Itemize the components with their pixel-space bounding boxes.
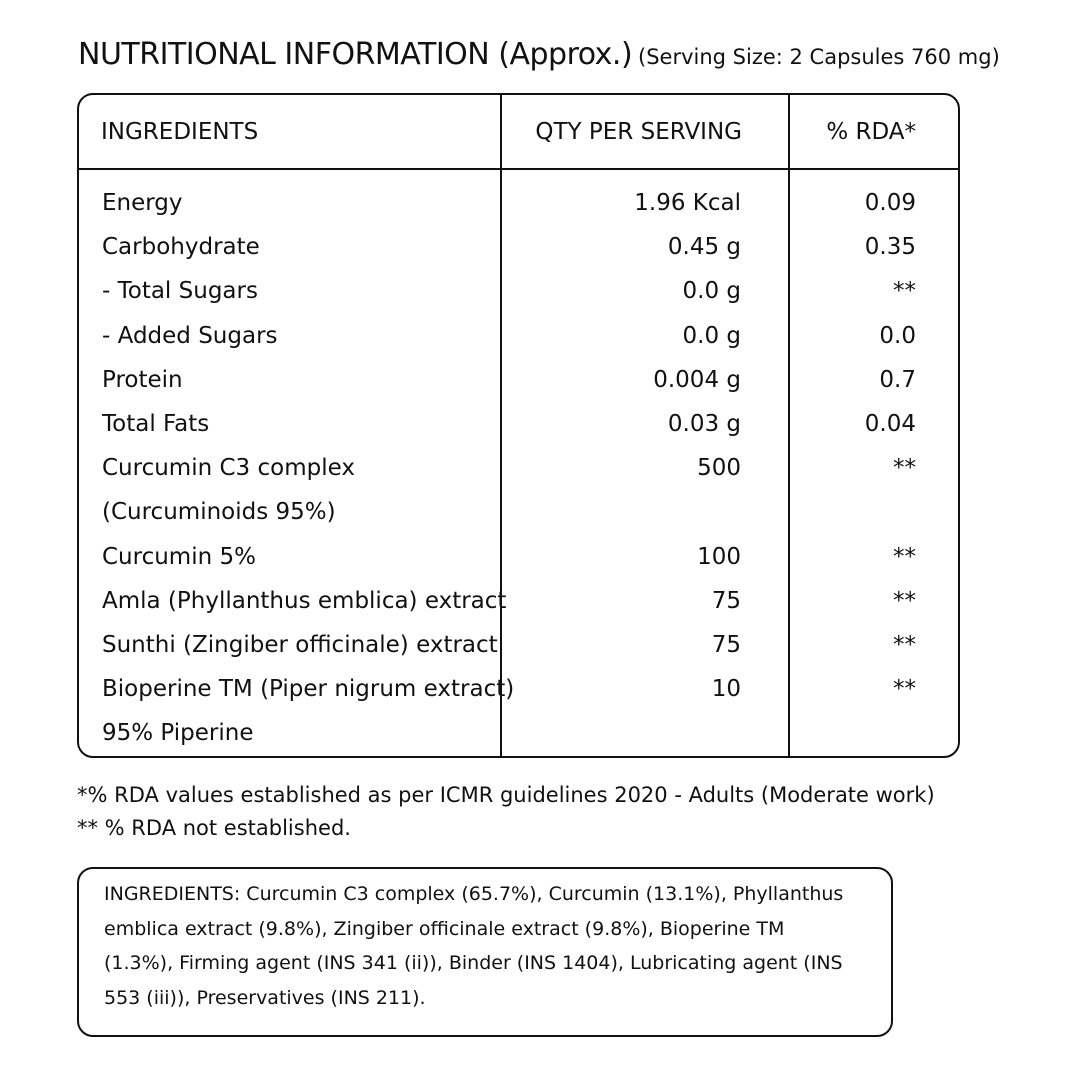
- ingredient-name: Sunthi (Zingiber officinale) extract: [102, 632, 498, 658]
- ingredients-box: [77, 867, 893, 1037]
- rda: **: [893, 278, 916, 305]
- ingredients-text: INGREDIENTS: Curcumin C3 complex (65.7%)…: [104, 883, 844, 905]
- rda: 0.04: [864, 411, 916, 437]
- ingredient-name: Energy: [102, 190, 183, 216]
- column-divider: [788, 93, 790, 758]
- rda: **: [893, 543, 916, 570]
- rda: **: [893, 632, 916, 658]
- quantity: 500: [697, 455, 741, 482]
- quantity: 10: [711, 676, 741, 703]
- ingredient-name: Curcumin C3 complex: [102, 455, 355, 482]
- table-frame: [77, 93, 960, 758]
- ingredient-name: - Total Sugars: [102, 278, 258, 305]
- rda: 0.09: [864, 190, 916, 216]
- ingredient-name: Amla (Phyllanthus emblica) extract: [102, 587, 507, 614]
- ingredient-name: Curcumin 5%: [102, 543, 256, 570]
- column-header: % RDA*: [826, 119, 916, 145]
- quantity: 100: [697, 543, 741, 570]
- ingredient-name: 95% Piperine: [102, 720, 254, 747]
- ingredient-name: Protein: [102, 366, 183, 393]
- quantity: 0.0 g: [682, 322, 742, 349]
- subtitle: (Serving Size: 2 Capsules 760 mg): [638, 45, 1000, 69]
- footnote: ** % RDA not established.: [77, 816, 351, 840]
- ingredient-name: Bioperine TM (Piper nigrum extract): [102, 676, 515, 703]
- ingredient-name: Carbohydrate: [102, 234, 260, 261]
- quantity: 0.0 g: [682, 278, 742, 305]
- ingredient-name: Total Fats: [102, 411, 210, 437]
- header-divider: [77, 168, 960, 170]
- column-header: INGREDIENTS: [101, 119, 259, 145]
- rda: **: [893, 587, 916, 614]
- ingredient-name: - Added Sugars: [102, 322, 278, 349]
- quantity: 0.45 g: [667, 234, 741, 261]
- ingredients-text: (1.3%), Firming agent (INS 341 (ii)), Bi…: [104, 952, 843, 974]
- ingredient-name: (Curcuminoids 95%): [102, 499, 336, 526]
- ingredients-text: 553 (iii)), Preservatives (INS 211).: [104, 986, 426, 1009]
- quantity: 0.03 g: [667, 411, 741, 437]
- column-divider: [500, 93, 502, 758]
- ingredients-text: emblica extract (9.8%), Zingiber officin…: [104, 917, 785, 940]
- quantity: 75: [711, 587, 741, 614]
- rda: **: [893, 455, 916, 482]
- quantity: 75: [711, 632, 741, 658]
- title: NUTRITIONAL INFORMATION (Approx.): [78, 37, 633, 72]
- quantity: 1.96 Kcal: [634, 190, 741, 216]
- column-header: QTY PER SERVING: [535, 119, 742, 145]
- footnote: *% RDA values established as per ICMR gu…: [77, 783, 935, 807]
- quantity: 0.004 g: [653, 366, 741, 393]
- rda: 0.35: [864, 234, 916, 261]
- rda: 0.0: [879, 322, 916, 349]
- rda: 0.7: [879, 366, 916, 393]
- rda: **: [893, 676, 916, 703]
